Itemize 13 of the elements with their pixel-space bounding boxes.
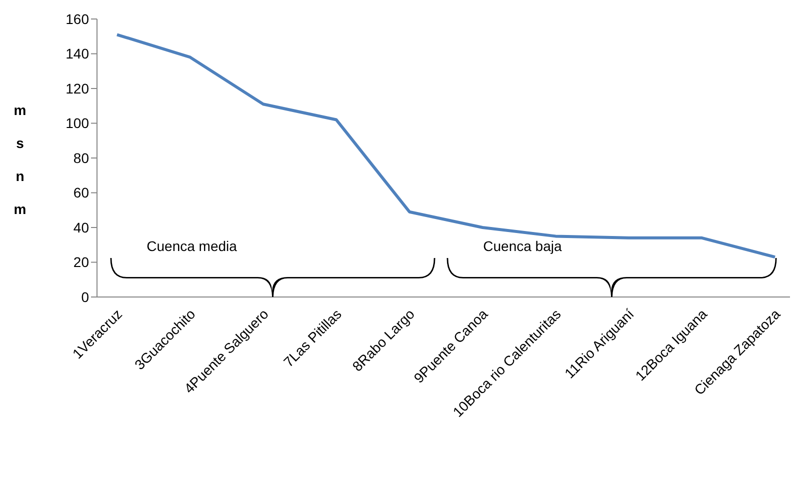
- y-tick-label: 120: [66, 80, 90, 96]
- y-tick-label: 100: [66, 115, 90, 132]
- line-series: [116, 33, 776, 259]
- y-tick-label: 40: [73, 219, 90, 236]
- y-tick-label: 0: [81, 288, 90, 305]
- y-tick-label: 80: [73, 150, 90, 166]
- y-tick-label: 20: [73, 254, 90, 270]
- text: msnm: [14, 102, 26, 217]
- annotation: Cuenca baja: [483, 238, 562, 254]
- y-tick-label: 160: [66, 10, 90, 27]
- y-tick-label: 140: [66, 46, 90, 62]
- annotation: Cuenca media: [146, 238, 238, 254]
- y-tick-label: 60: [73, 184, 90, 201]
